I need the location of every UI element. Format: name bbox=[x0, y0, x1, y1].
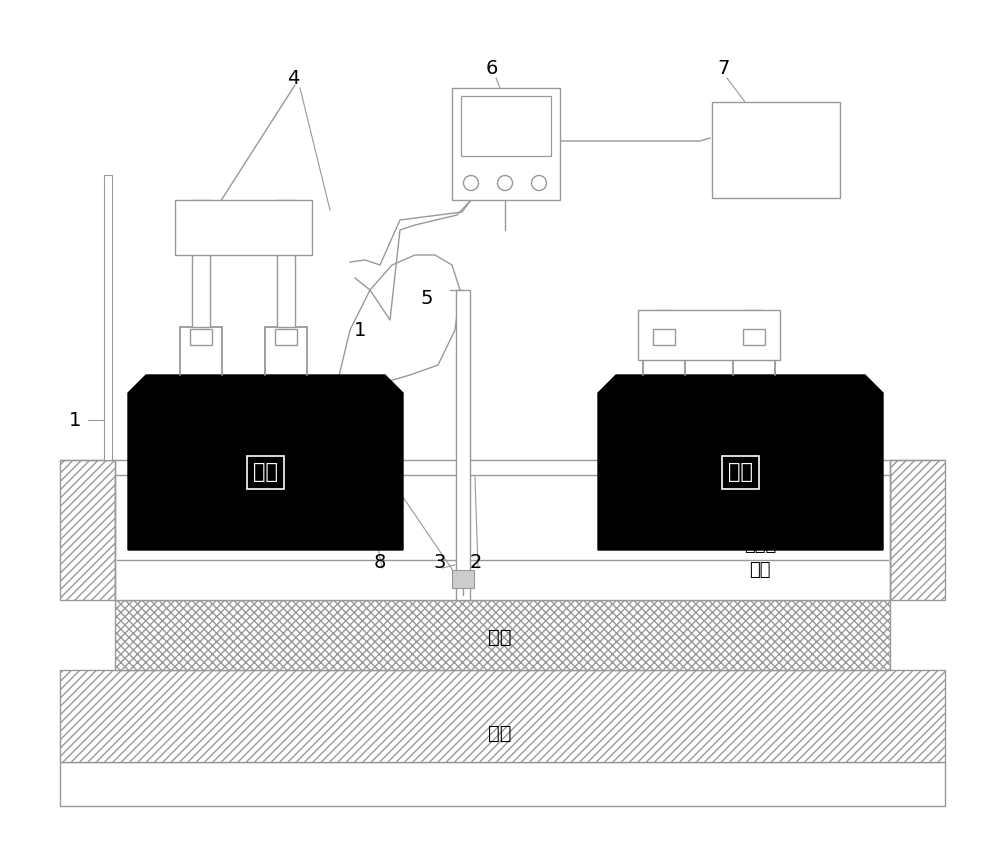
Polygon shape bbox=[335, 255, 460, 470]
Bar bbox=[745, 310, 763, 327]
Bar bbox=[743, 329, 765, 345]
Text: 阴极: 阴极 bbox=[488, 628, 512, 646]
Bar bbox=[60, 460, 115, 600]
Text: 阳极: 阳极 bbox=[728, 463, 753, 482]
Bar bbox=[60, 762, 945, 806]
Text: 电解质: 电解质 bbox=[744, 536, 776, 554]
Bar bbox=[277, 200, 295, 327]
Text: 7: 7 bbox=[718, 58, 730, 78]
Text: 6: 6 bbox=[486, 58, 498, 78]
Polygon shape bbox=[598, 375, 883, 550]
Text: 1: 1 bbox=[69, 410, 81, 430]
Bar bbox=[456, 290, 470, 600]
Bar bbox=[712, 102, 840, 198]
Bar bbox=[452, 570, 474, 588]
Bar bbox=[452, 88, 560, 200]
Polygon shape bbox=[128, 375, 403, 550]
Bar bbox=[461, 96, 551, 156]
Bar bbox=[115, 475, 890, 600]
Bar bbox=[275, 329, 297, 345]
Bar bbox=[115, 600, 890, 670]
Bar bbox=[192, 200, 210, 327]
Bar bbox=[104, 175, 112, 460]
Bar bbox=[653, 329, 675, 345]
Text: 阳极: 阳极 bbox=[253, 463, 278, 482]
Text: 8: 8 bbox=[374, 552, 386, 572]
Bar bbox=[655, 310, 673, 327]
Text: 2: 2 bbox=[470, 552, 482, 572]
Text: 5: 5 bbox=[421, 288, 433, 307]
Text: 4: 4 bbox=[287, 69, 299, 87]
Text: 内衬: 内衬 bbox=[488, 723, 512, 743]
Text: 3: 3 bbox=[434, 552, 446, 572]
Bar bbox=[190, 329, 212, 345]
Text: 铝液: 铝液 bbox=[749, 561, 771, 579]
Bar bbox=[175, 200, 312, 255]
Bar bbox=[60, 670, 945, 762]
Bar bbox=[890, 460, 945, 600]
Text: 1: 1 bbox=[354, 321, 366, 339]
Bar bbox=[638, 310, 780, 360]
